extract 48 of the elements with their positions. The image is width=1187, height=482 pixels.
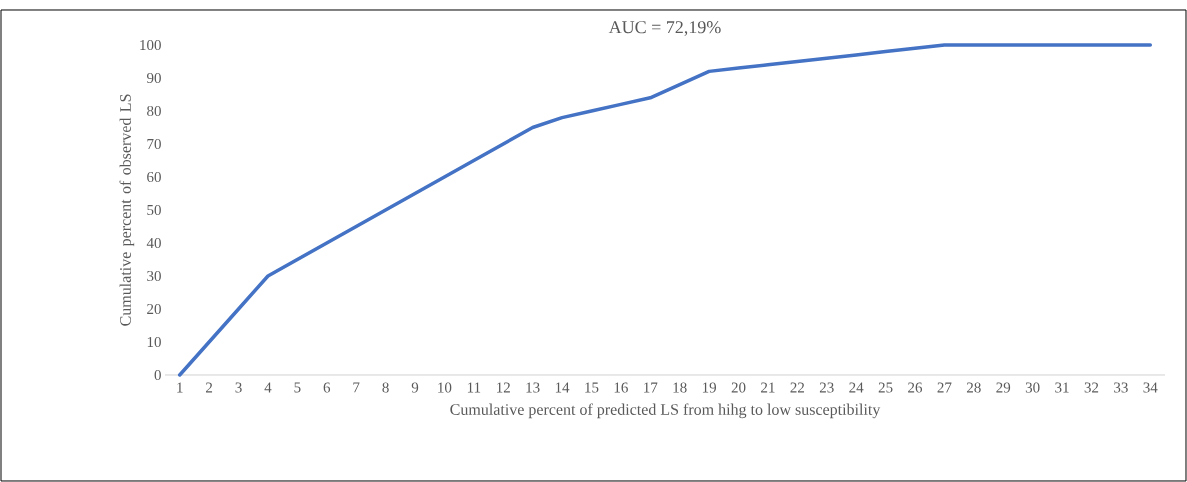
y-tick-label: 10 xyxy=(147,336,161,348)
x-tick-label: 21 xyxy=(761,382,775,393)
x-tick-label: 17 xyxy=(644,382,658,393)
x-tick-label: 6 xyxy=(323,382,331,393)
x-tick-label: 29 xyxy=(996,382,1011,393)
x-tick-label: 19 xyxy=(702,382,716,393)
y-axis-title: Cumulative percent of observed LS xyxy=(119,94,135,326)
x-tick-label: 28 xyxy=(966,382,981,393)
x-tick-label: 9 xyxy=(411,382,419,393)
x-tick-label: 32 xyxy=(1084,382,1099,393)
y-tick-label: 90 xyxy=(146,72,161,84)
y-tick-label: 80 xyxy=(147,105,161,117)
y-tick-label: 20 xyxy=(147,303,161,315)
x-tick-label: 5 xyxy=(294,382,301,393)
y-tick-label: 100 xyxy=(140,39,161,51)
x-axis-title: Cumulative percent of predicted LS from hihg to low susceptibility xyxy=(450,403,881,419)
y-tick-label: 0 xyxy=(154,369,161,381)
x-tick-label: 11 xyxy=(467,382,481,393)
y-tick-label: 30 xyxy=(147,270,161,282)
x-tick-label: 26 xyxy=(908,382,923,393)
x-tick-label: 31 xyxy=(1055,382,1069,393)
x-tick-label: 8 xyxy=(382,382,389,393)
x-tick-label: 2 xyxy=(206,382,213,393)
x-tick-label: 18 xyxy=(673,382,687,393)
x-tick-label: 25 xyxy=(878,382,893,393)
x-tick-label: 22 xyxy=(790,382,805,393)
y-tick-label: 70 xyxy=(147,138,161,150)
x-tick-label: 24 xyxy=(849,382,864,393)
x-tick-label: 30 xyxy=(1025,382,1040,393)
y-tick-label: 50 xyxy=(147,204,161,216)
x-tick-label: 16 xyxy=(614,382,628,393)
x-tick-label: 15 xyxy=(585,382,599,393)
x-tick-label: 10 xyxy=(438,382,452,393)
x-tick-label: 12 xyxy=(497,382,510,393)
x-tick-label: 33 xyxy=(1114,382,1128,393)
x-tick-label: 7 xyxy=(353,382,360,393)
text: AUC = 72,19% xyxy=(608,21,721,36)
x-tick-label: 23 xyxy=(819,382,834,393)
x-tick-label: 13 xyxy=(526,382,540,393)
x-tick-label: 4 xyxy=(264,382,272,393)
x-tick-label: 34 xyxy=(1143,382,1158,393)
x-tick-label: 3 xyxy=(235,382,242,393)
y-tick-label: 60 xyxy=(147,171,161,183)
x-tick-label: 20 xyxy=(731,382,746,393)
x-tick-label: 1 xyxy=(177,382,183,393)
x-tick-label: 14 xyxy=(555,382,570,393)
y-tick-label: 40 xyxy=(146,237,161,249)
x-tick-label: 27 xyxy=(937,382,952,393)
